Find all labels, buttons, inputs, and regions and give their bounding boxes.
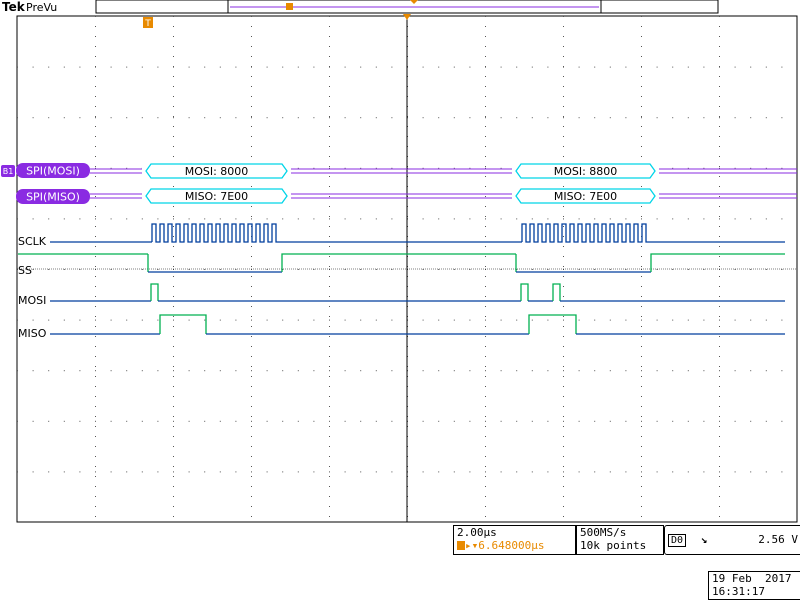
bus-label-miso-badge[interactable] [16,189,90,204]
channel-label-miso: MISO [18,327,47,340]
brand-logo: Tek [2,0,25,14]
trigger-position-readout: ▸▾6.648000µs [457,539,572,552]
sclk-burst-1 [151,223,280,243]
decoded-packets: MOSI: 8000 MOSI: 8800 MISO: 7E00 MISO: 7E00 [142,163,659,204]
channel-label-ss: SS [18,264,32,277]
bus-b1-marker-label: B1 [3,167,14,176]
timebase-readout[interactable]: 2.00µs ▸▾6.648000µs [453,525,576,555]
acquisition-state: PreVu [26,1,58,14]
bus-label-mosi: SPI(MOSI) [26,165,80,178]
channel-label-sclk: SCLK [18,235,47,248]
packet-box[interactable] [515,163,656,179]
miso-pulse [528,314,577,334]
miso-pulse [159,314,207,334]
ss-high [281,253,516,272]
mosi-pulse [552,283,561,301]
timebase-value: 2.00µs [457,526,497,539]
packet-box[interactable] [145,188,288,204]
time: 16:31:17 [712,585,765,598]
trigger-position-value: 6.648000µs [478,539,545,552]
trigger-position-icon[interactable] [143,17,153,28]
packet-box[interactable] [515,188,656,204]
packet-box[interactable] [145,163,288,179]
trigger-position-label: T [144,19,151,29]
acquisition-readout[interactable]: 500MS/s 10k points [576,525,664,555]
mosi-pulse [520,283,529,301]
packet-value: MOSI: 8800 [554,165,618,178]
trigger-icon [457,541,465,550]
packet-value: MOSI: 8000 [185,165,249,178]
sample-rate: 500MS/s [580,526,627,539]
horizontal-position-marker[interactable] [403,14,411,20]
mosi-pulse [150,283,159,301]
bus-b1-marker-icon[interactable] [1,165,15,177]
trigger-arrow-icon: ▸▾ [465,539,479,552]
datetime-readout: 19 Feb 2017 16:31:17 [708,571,800,600]
sclk-burst-2 [521,223,650,243]
falling-edge-icon: ↘ [700,533,708,546]
overview-trigger-marker [286,3,293,10]
trigger-level: 2.56 V [758,533,798,546]
bus-label-miso: SPI(MISO) [26,191,80,204]
record-length: 10k points [580,539,647,552]
overview-center-marker [410,0,418,4]
packet-value: MISO: 7E00 [554,190,617,203]
date: 19 Feb 2017 [712,572,792,585]
bus-label-mosi-badge[interactable] [16,163,90,178]
digital-waveforms [18,223,785,335]
trigger-source: D0 [668,534,687,547]
ss-high [650,253,785,272]
trigger-readout[interactable]: D0 ↘ 2.56 V [664,525,800,555]
packet-value: MISO: 7E00 [185,190,248,203]
graticule-grid [17,16,783,517]
channel-label-mosi: MOSI [18,294,46,307]
